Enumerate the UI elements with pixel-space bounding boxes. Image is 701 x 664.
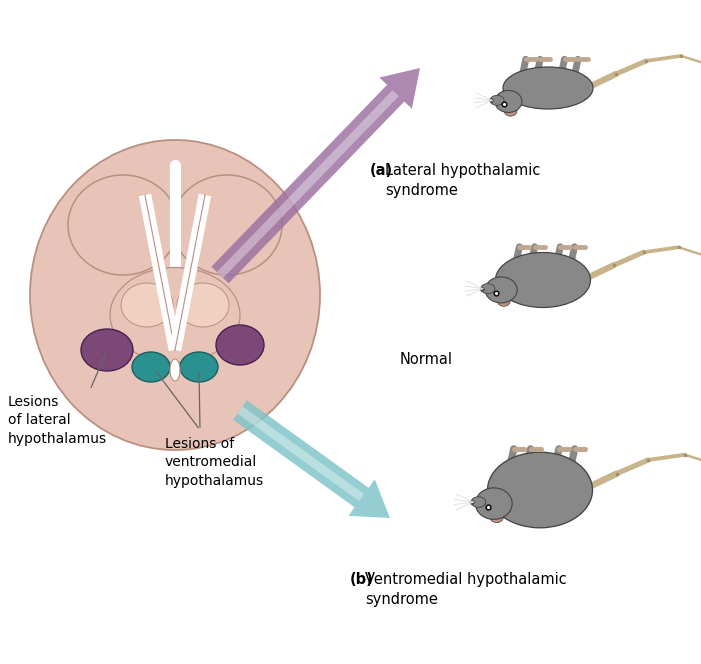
Ellipse shape	[497, 295, 510, 306]
Ellipse shape	[471, 497, 486, 507]
Ellipse shape	[121, 283, 173, 327]
Ellipse shape	[490, 96, 504, 106]
Ellipse shape	[503, 67, 593, 109]
Ellipse shape	[487, 452, 592, 528]
Ellipse shape	[172, 175, 282, 275]
Ellipse shape	[170, 359, 180, 381]
Ellipse shape	[30, 140, 320, 450]
Ellipse shape	[481, 284, 495, 293]
Polygon shape	[233, 400, 390, 518]
Text: Ventromedial hypothalamic
syndrome: Ventromedial hypothalamic syndrome	[365, 572, 566, 607]
Ellipse shape	[495, 90, 522, 112]
Ellipse shape	[216, 325, 264, 365]
Ellipse shape	[110, 268, 240, 363]
Ellipse shape	[485, 277, 517, 303]
Polygon shape	[238, 406, 364, 501]
Text: (b): (b)	[350, 572, 374, 587]
Text: Lateral hypothalamic
syndrome: Lateral hypothalamic syndrome	[385, 163, 540, 198]
Text: Normal: Normal	[400, 352, 453, 367]
Ellipse shape	[132, 352, 170, 382]
Ellipse shape	[81, 329, 133, 371]
Ellipse shape	[180, 352, 218, 382]
Polygon shape	[212, 68, 420, 284]
Ellipse shape	[68, 175, 178, 275]
Text: Lesions of
ventromedial
hypothalamus: Lesions of ventromedial hypothalamus	[165, 437, 264, 488]
Ellipse shape	[177, 283, 229, 327]
Text: (a): (a)	[370, 163, 393, 178]
Ellipse shape	[496, 252, 590, 307]
Ellipse shape	[504, 105, 517, 116]
Ellipse shape	[490, 511, 503, 523]
Text: Lesions
of lateral
hypothalamus: Lesions of lateral hypothalamus	[8, 395, 107, 446]
Polygon shape	[217, 90, 399, 278]
Ellipse shape	[475, 488, 512, 519]
